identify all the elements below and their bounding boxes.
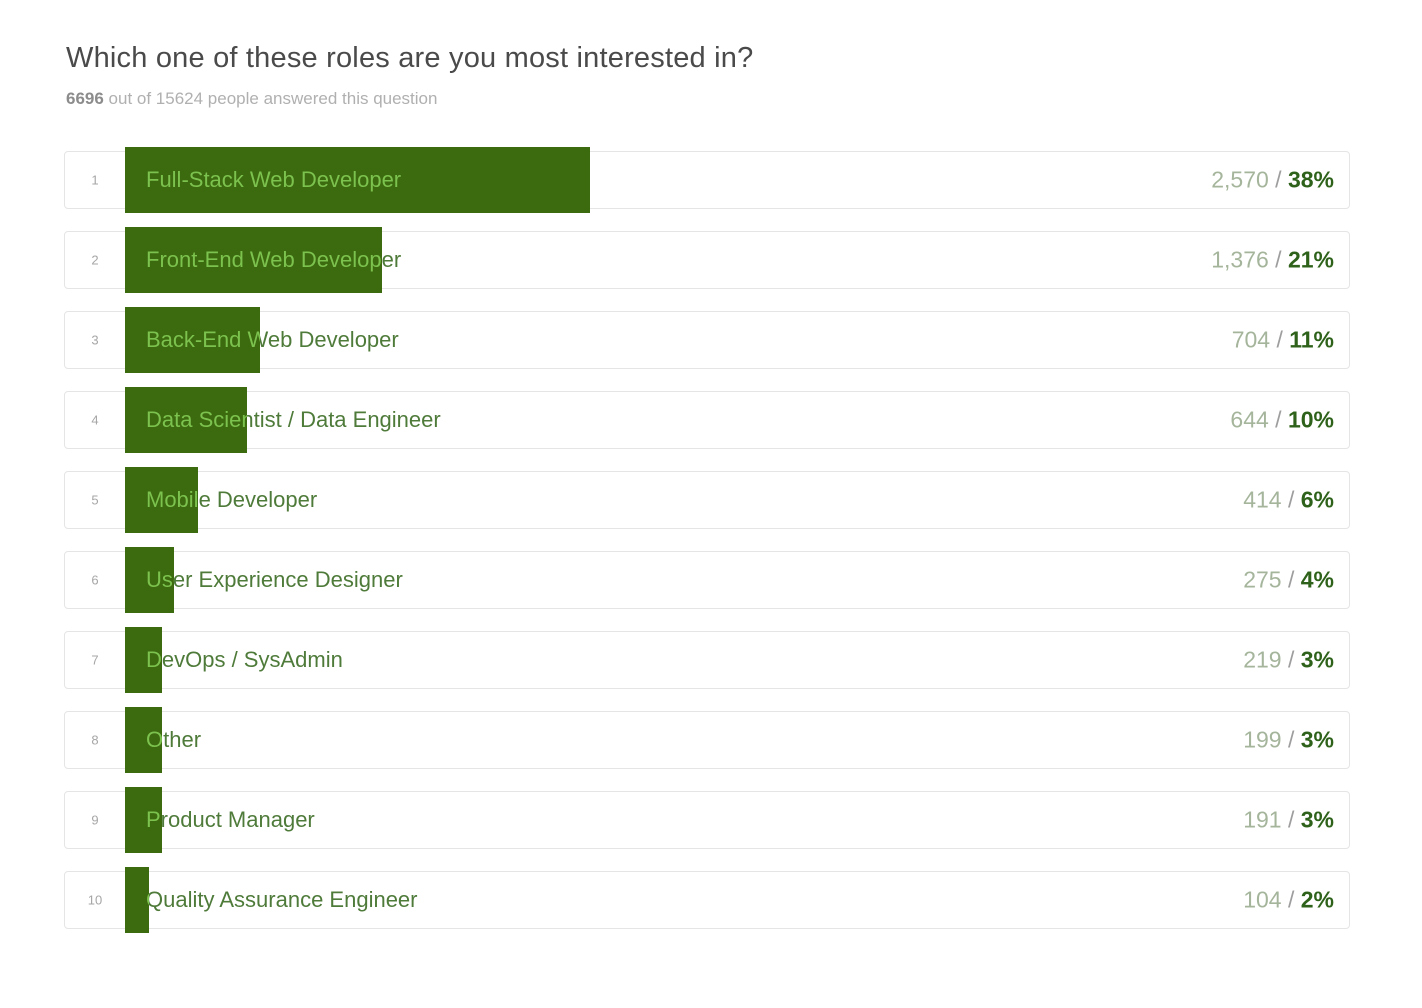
- result-row: 1 Full-Stack Web Developer Full-Stack We…: [64, 147, 1350, 213]
- percent-value: 6%: [1300, 486, 1334, 513]
- answer-label: Full-Stack Web Developer: [146, 167, 402, 192]
- result-values: 704 / 11%: [1232, 327, 1334, 354]
- rank-number: 5: [91, 492, 99, 508]
- value-separator: /: [1281, 566, 1301, 593]
- count-value: 191: [1243, 806, 1282, 833]
- answer-label: Product Manager: [146, 807, 315, 832]
- count-value: 199: [1243, 726, 1282, 753]
- rank-number: 7: [91, 652, 99, 668]
- percent-value: 11%: [1289, 326, 1334, 353]
- result-row: 8 Other Other 199 / 3%: [64, 707, 1350, 773]
- result-row: 10 Quality Assurance Engineer Quality As…: [64, 867, 1350, 933]
- percent-value: 10%: [1287, 406, 1334, 433]
- value-separator: /: [1281, 646, 1301, 673]
- result-values: 104 / 2%: [1243, 887, 1334, 914]
- rank-number: 6: [91, 572, 99, 588]
- count-value: 275: [1243, 566, 1282, 593]
- value-separator: /: [1268, 166, 1288, 193]
- value-separator: /: [1268, 246, 1288, 273]
- rank-number: 3: [91, 332, 99, 348]
- rank-number: 2: [91, 252, 99, 268]
- count-value: 2,570: [1211, 166, 1269, 193]
- count-value: 704: [1231, 326, 1271, 353]
- result-row: 7 DevOps / SysAdmin DevOps / SysAdmin 21…: [64, 627, 1350, 693]
- value-separator: /: [1281, 486, 1301, 513]
- count-value: 1,376: [1211, 246, 1269, 273]
- answer-label: Data Scientist / Data Engineer: [146, 407, 441, 432]
- answered-count: 6696: [66, 89, 104, 108]
- answered-summary-text: out of 15624 people answered this questi…: [103, 89, 438, 108]
- survey-results-page: Which one of these roles are you most in…: [64, 42, 1422, 933]
- percent-value: 21%: [1287, 246, 1334, 273]
- rank-number: 9: [91, 812, 99, 828]
- result-row: 4 Data Scientist / Data Engineer Data Sc…: [64, 387, 1350, 453]
- percent-value: 38%: [1287, 166, 1334, 193]
- result-values: 1,376 / 21%: [1211, 247, 1334, 274]
- question-title: Which one of these roles are you most in…: [66, 42, 754, 74]
- count-value: 219: [1243, 646, 1282, 673]
- result-row: 9 Product Manager Product Manager 191 / …: [64, 787, 1350, 853]
- result-values: 191 / 3%: [1243, 807, 1334, 834]
- result-row: 3 Back-End Web Developer Back-End Web De…: [64, 307, 1350, 373]
- result-values: 275 / 4%: [1243, 567, 1334, 594]
- value-separator: /: [1281, 726, 1301, 753]
- value-separator: /: [1281, 886, 1301, 913]
- result-values: 2,570 / 38%: [1211, 167, 1334, 194]
- result-row: 5 Mobile Developer Mobile Developer 414 …: [64, 467, 1350, 533]
- percent-value: 2%: [1300, 886, 1334, 913]
- answer-label: Quality Assurance Engineer: [146, 887, 418, 912]
- percent-value: 3%: [1300, 726, 1334, 753]
- result-values: 199 / 3%: [1243, 727, 1334, 754]
- value-separator: /: [1270, 326, 1290, 353]
- percent-value: 3%: [1300, 646, 1334, 673]
- result-values: 644 / 10%: [1230, 407, 1334, 434]
- result-values: 219 / 3%: [1243, 647, 1334, 674]
- answer-label: Other: [146, 727, 202, 752]
- results-list: 1 Full-Stack Web Developer Full-Stack We…: [64, 147, 1350, 933]
- value-separator: /: [1268, 406, 1288, 433]
- count-value: 414: [1243, 486, 1282, 513]
- percent-value: 4%: [1300, 566, 1334, 593]
- rank-number: 8: [91, 732, 99, 748]
- result-values: 414 / 6%: [1243, 487, 1334, 514]
- percent-value: 3%: [1300, 806, 1334, 833]
- count-value: 104: [1243, 886, 1282, 913]
- result-row: 2 Front-End Web Developer Front-End Web …: [64, 227, 1350, 293]
- bar-area: Other: [125, 707, 1349, 773]
- answered-summary: 6696 out of 15624 people answered this q…: [66, 89, 1422, 109]
- value-separator: /: [1281, 806, 1301, 833]
- count-value: 644: [1230, 406, 1269, 433]
- rank-number: 4: [91, 412, 99, 428]
- rank-number: 1: [91, 172, 99, 188]
- answer-label: User Experience Designer: [146, 567, 403, 592]
- answer-label: Back-End Web Developer: [146, 327, 399, 352]
- answer-label: Front-End Web Developer: [146, 247, 402, 272]
- answer-label: Mobile Developer: [146, 487, 318, 512]
- answer-label: DevOps / SysAdmin: [146, 647, 343, 672]
- result-row: 6 User Experience Designer User Experien…: [64, 547, 1350, 613]
- rank-number: 10: [87, 892, 103, 908]
